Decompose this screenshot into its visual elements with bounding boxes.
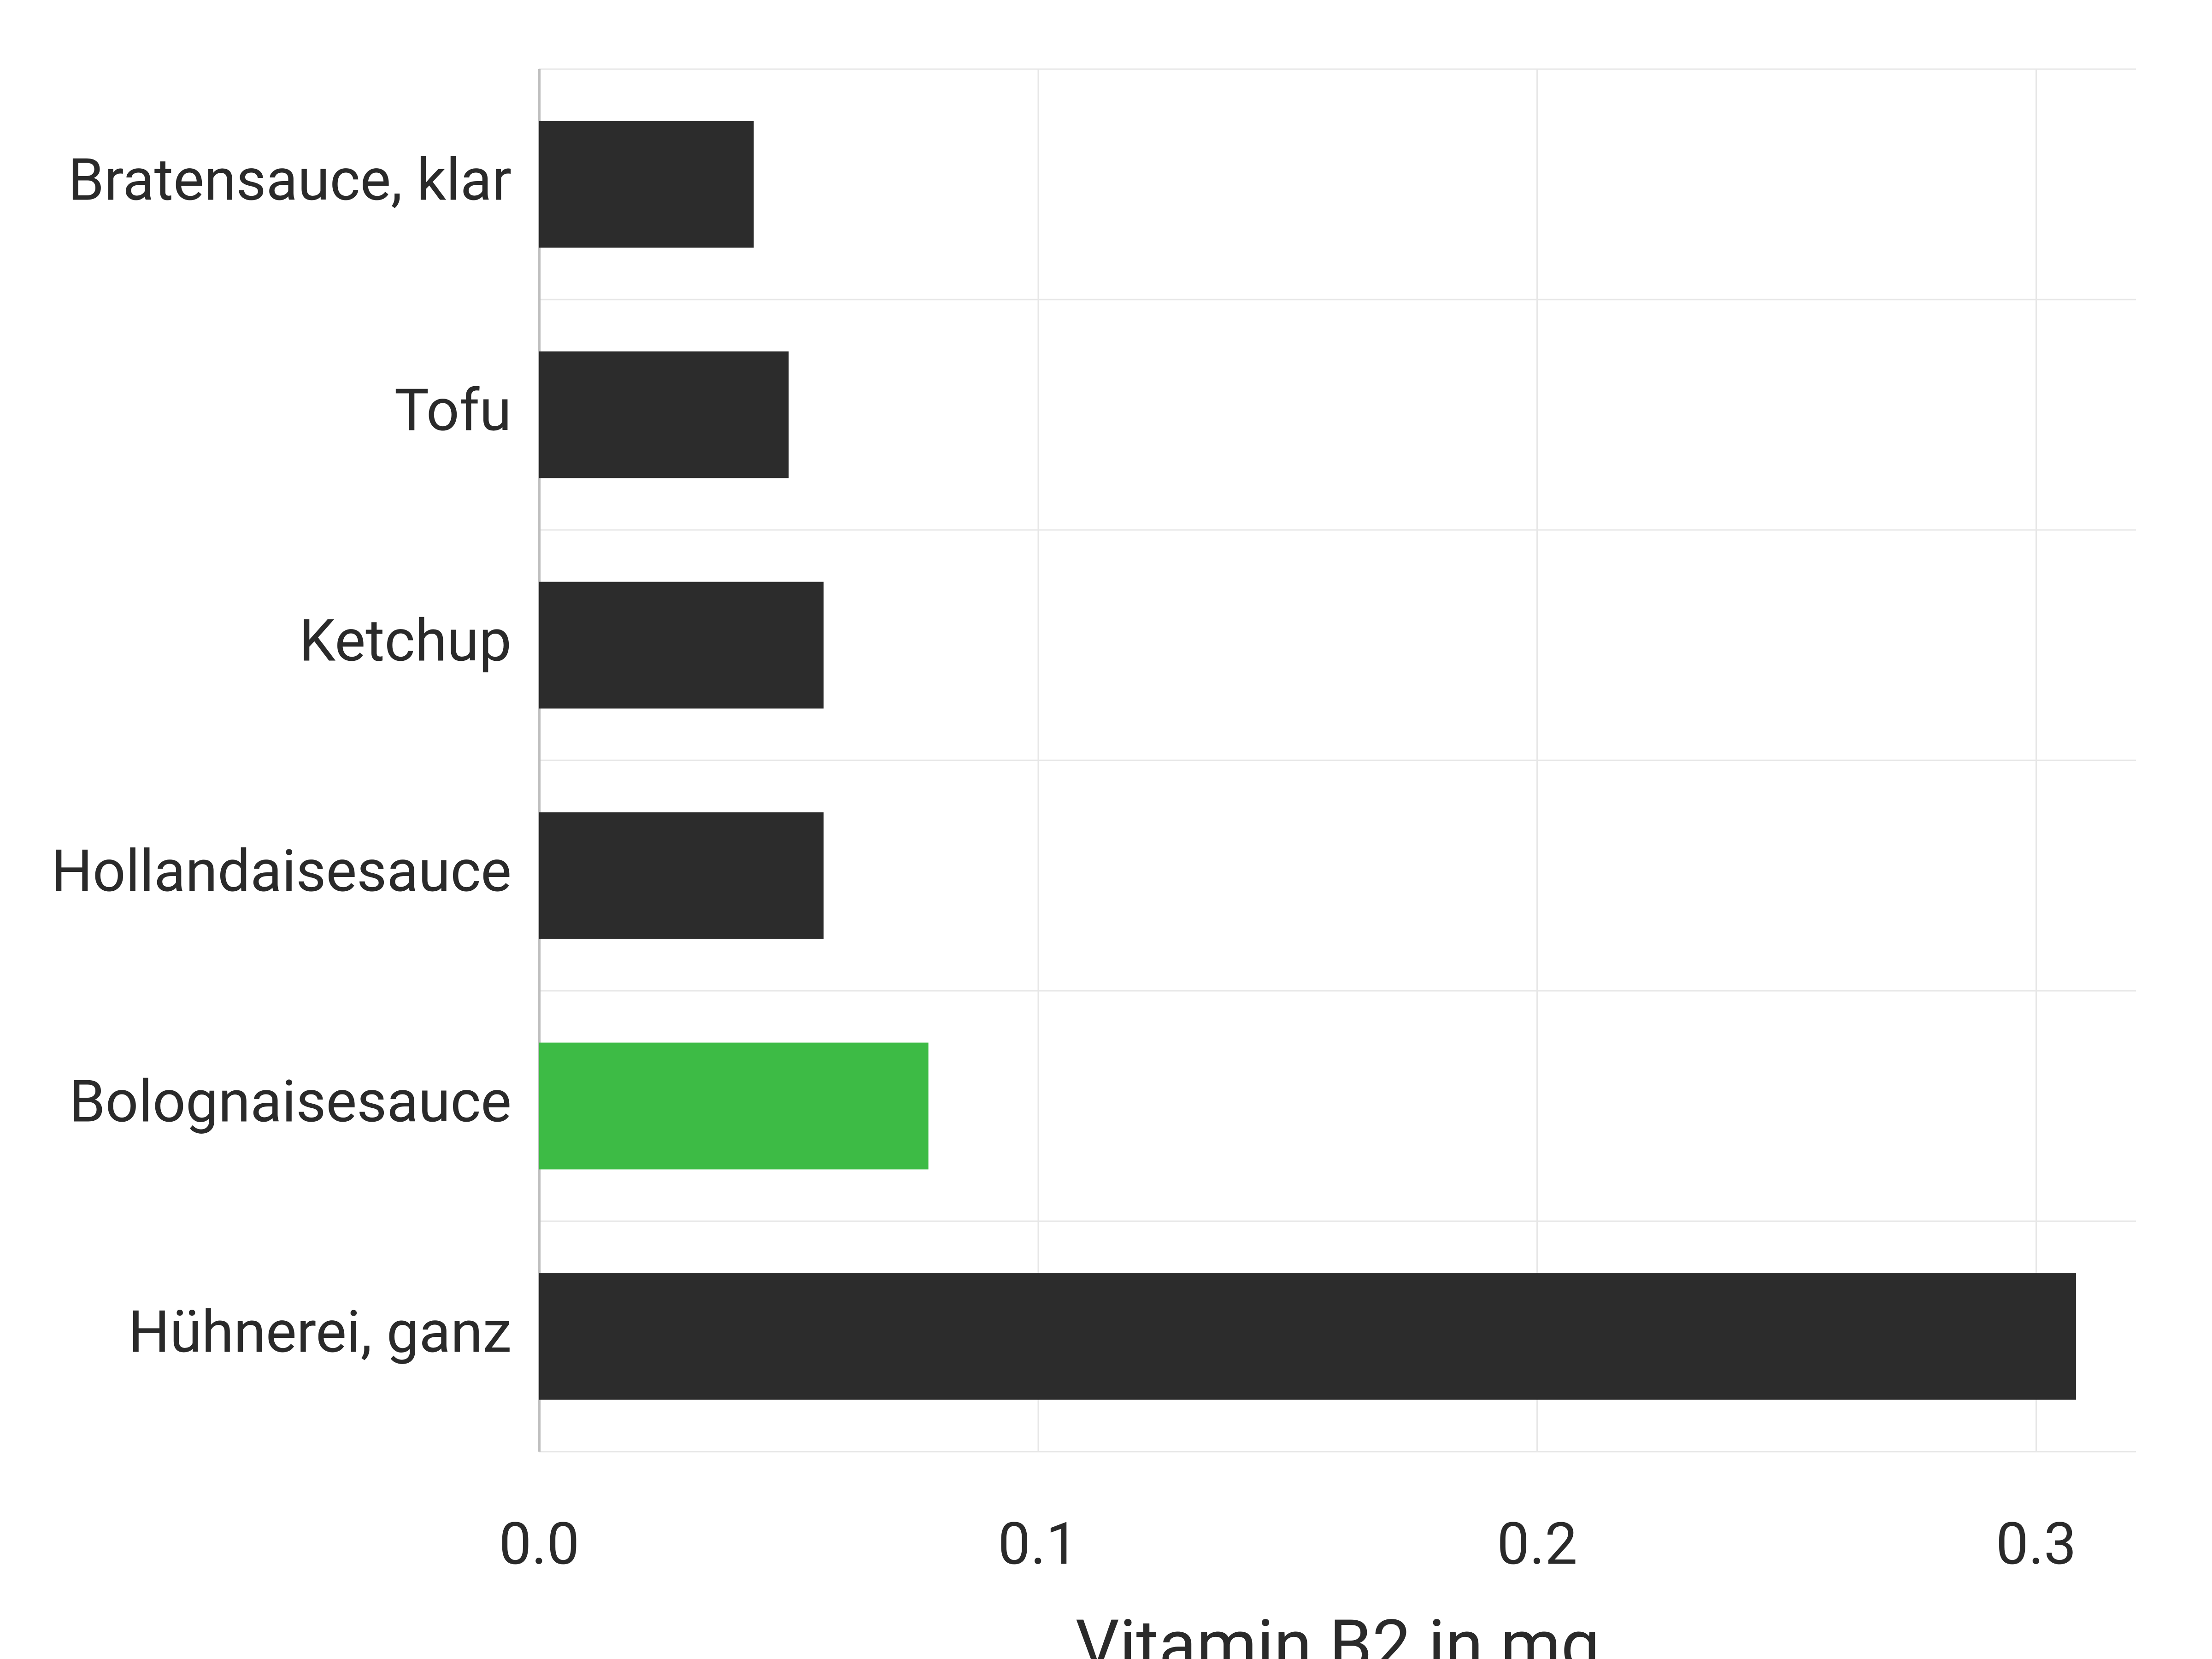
x-axis-label: Vitamin B2 in mg [1076, 1605, 1600, 1659]
x-tick-label: 0.1 [998, 1510, 1078, 1578]
y-tick-label: Tofu [394, 376, 512, 444]
x-tick-label: 0.2 [1497, 1510, 1577, 1578]
x-tick-label: 0.3 [1996, 1510, 2077, 1578]
bar [539, 582, 824, 709]
bar [539, 352, 788, 478]
bar [539, 121, 754, 248]
bar [539, 1043, 929, 1170]
chart-background [0, 0, 2212, 1659]
y-tick-label: Bolognaisesauce [69, 1067, 512, 1135]
y-tick-label: Ketchup [299, 606, 512, 675]
bar-chart: Bratensauce, klar Tofu Ketchup Hollandaises… [0, 0, 2212, 1659]
bar [539, 812, 824, 939]
y-tick-label: Hühnerei, ganz [128, 1298, 512, 1366]
chart-container: Bratensauce, klar Tofu Ketchup Hollandaises… [0, 0, 2212, 1659]
y-tick-label: Hollandaisesauce [51, 837, 512, 905]
bar [539, 1273, 2076, 1400]
y-tick-label: Bratensauce, klar [68, 146, 512, 214]
x-tick-label: 0.0 [499, 1510, 580, 1578]
